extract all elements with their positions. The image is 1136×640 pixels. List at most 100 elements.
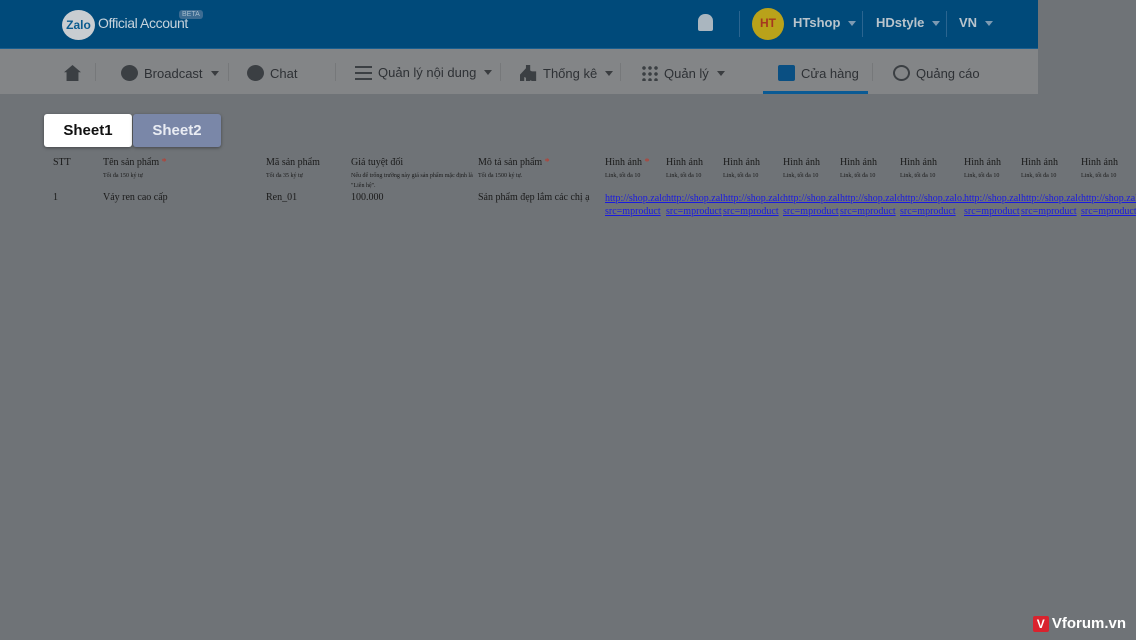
vforum-logo-icon: V [1032,615,1049,632]
cell-stt[interactable]: 1 [53,192,58,203]
header-image: Hình ảnh [666,157,703,168]
tab-sheet1[interactable]: Sheet1 [44,114,132,147]
account-name: HTshop [793,15,841,30]
cell-image-link[interactable]: http://shop.zalo. src=mproduct [605,192,666,218]
header-image: Hình ảnh [1021,157,1058,168]
link-text[interactable]: src=mproduct [840,206,896,217]
header-image: Hình ảnh [783,157,820,168]
page-dropdown[interactable]: HDstyle [876,15,941,30]
cell-image-link[interactable]: http://shop.zal src=mproduct [783,192,840,218]
chevron-down-icon [716,70,725,76]
zalo-logo[interactable]: Zalo [62,10,95,40]
cell-image-link[interactable]: http://shop.zal src=mproduct [666,192,723,218]
nav-statistics[interactable]: Thống kê [520,65,614,81]
nav-store[interactable]: Cửa hàng [778,65,859,81]
nav-ads[interactable]: Quảng cáo [893,65,980,81]
header-title: Hình ảnh [900,157,937,168]
link-text[interactable]: src=mproduct [900,206,956,217]
beta-badge: BETA [179,10,203,19]
link-text[interactable]: http://shop.zalo. [900,193,964,204]
nav-label: Chat [270,65,298,81]
chevron-down-icon [985,21,994,27]
header-price: Giá tuyệt đối [351,157,404,168]
header-image-hint: Link, tối đa 10 [666,173,702,179]
link-text[interactable]: http://shop.zalo [1081,193,1136,204]
active-tab-indicator [763,91,868,94]
header-image: Hình ảnh [723,157,760,168]
tab-sheet2[interactable]: Sheet2 [133,114,221,147]
link-text[interactable]: http://shop.zal [783,193,840,204]
cell-code[interactable]: Ren_01 [266,192,298,203]
header-description: Mô tả sản phẩm * [478,157,550,168]
link-text[interactable]: src=mproduct [1081,206,1136,217]
chevron-down-icon [932,21,941,27]
chat-icon [247,65,264,81]
header-title: Hình ảnh [666,157,703,168]
link-text[interactable]: http://shop.zalo [1021,193,1081,204]
bell-icon[interactable] [698,14,713,31]
link-text[interactable]: src=mproduct [723,206,779,217]
link-text[interactable]: http://shop.zalo [723,193,783,204]
required-marker: * [644,157,650,168]
chevron-down-icon [848,21,857,27]
home-icon [64,65,81,81]
header-stt: STT [53,157,71,168]
link-text[interactable]: src=mproduct [783,206,839,217]
header-title: Hình ảnh [783,157,820,168]
header-image-hint: Link, tối đa 10 [1081,173,1117,179]
cell-image-link[interactable]: http://shop.zal src=mproduct [964,192,1021,218]
link-text[interactable]: src=mproduct [1021,206,1077,217]
link-text[interactable]: http://shop.zalo. [605,193,666,204]
nav-bar: Broadcast Chat Quản lý nội dung Thống kê… [0,48,1038,94]
link-text[interactable]: http://shop.zalo [840,193,900,204]
cell-image-link[interactable]: http://shop.zalo. src=mproduct [900,192,964,218]
link-text[interactable]: src=mproduct [964,206,1020,217]
header-image-hint: Link, tối đa 10 [840,173,876,179]
header-image-hint: Link, tối đa 10 [900,173,936,179]
link-text[interactable]: src=mproduct [666,206,722,217]
header-title: Hình ảnh [1021,157,1058,168]
nav-management[interactable]: Quản lý [641,65,725,81]
cell-description[interactable]: Sản phẩm đẹp lắm các chị ạ [478,192,590,203]
header-image: Hình ảnh [900,157,937,168]
header-title: Tên sản phẩm [103,157,160,168]
cell-name[interactable]: Váy ren cao cấp [103,192,168,203]
link-text[interactable]: http://shop.zal [964,193,1021,204]
header-name-hint: Tối đa 150 ký tự [103,173,143,179]
cell-image-link[interactable]: http://shop.zalo src=mproduct [723,192,783,218]
top-bar: Zalo Official Account BETA HT HTshop HDs… [0,0,1038,48]
broadcast-icon [121,65,138,81]
nav-home[interactable] [64,65,81,81]
cell-image-link[interactable]: http://shop.zalo src=mproduct [840,192,900,218]
nav-label: Thống kê [543,65,598,81]
nav-content[interactable]: Quản lý nội dung [355,65,493,80]
header-image: Hình ảnh [964,157,1001,168]
link-text[interactable]: http://shop.zal [666,193,723,204]
language-dropdown[interactable]: VN [959,15,994,30]
header-description-hint: Tối đa 1500 ký tự. [478,173,523,179]
header-name: Tên sản phẩm * [103,157,167,168]
header-title: Hình ảnh [605,157,642,168]
header-code: Mã sản phẩm [266,157,320,168]
header-price-hint: Nếu để trống trường này giá sản phẩm mặc… [351,173,473,189]
header-image-hint: Link, tối đa 10 [783,173,819,179]
nav-chat[interactable]: Chat [247,65,297,81]
app-title: Official Account [98,15,188,31]
cell-image-link[interactable]: http://shop.zalo src=mproduct [1081,192,1136,218]
header-image-hint: Link, tối đa 10 [723,173,759,179]
avatar[interactable]: HT [752,8,784,40]
cell-image-link[interactable]: http://shop.zalo src=mproduct [1021,192,1081,218]
store-icon [778,65,795,81]
nav-broadcast[interactable]: Broadcast [121,65,219,81]
nav-label: Quản lý [664,65,709,81]
header-title: Hình ảnh [964,157,1001,168]
required-marker: * [544,157,550,168]
account-dropdown[interactable]: HTshop [793,15,857,30]
header-title: Hình ảnh [1081,157,1118,168]
bar-chart-icon [520,65,537,81]
link-text[interactable]: src=mproduct [605,206,661,217]
cell-price[interactable]: 100.000 [351,192,384,203]
header-title: Hình ảnh [840,157,877,168]
chevron-down-icon [484,70,493,75]
header-title: Mô tả sản phẩm [478,157,543,168]
